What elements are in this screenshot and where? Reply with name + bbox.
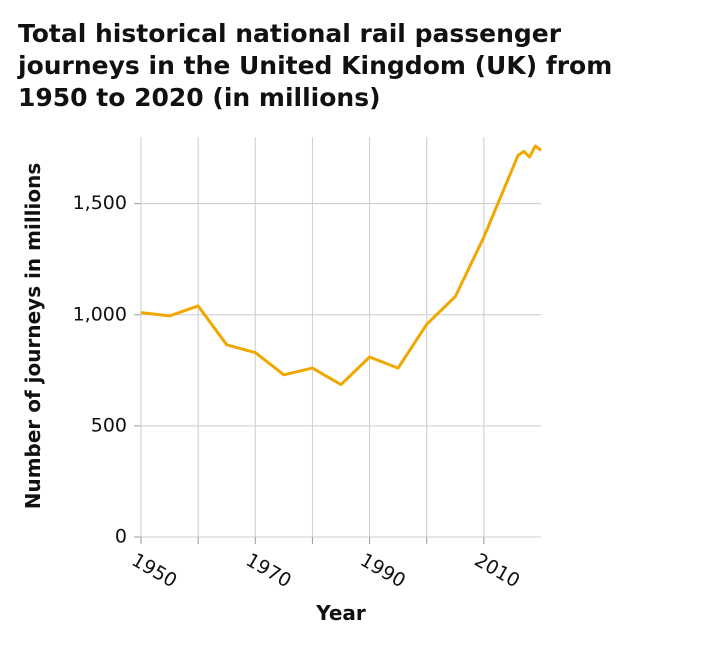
y-tick-label: 1,000 (73, 303, 127, 325)
y-tick-label: 1,500 (73, 192, 127, 214)
y-tick-label: 0 (115, 526, 127, 548)
title-line: journeys in the United Kingdom (UK) from (17, 51, 612, 80)
title-line: Total historical national rail passenger (18, 19, 562, 48)
x-tick-label: 1970 (242, 549, 295, 592)
y-tick-label: 500 (91, 414, 127, 436)
title-line: 1950 to 2020 (in millions) (18, 83, 381, 112)
x-axis-label: Year (315, 601, 366, 625)
x-tick-label: 2010 (471, 549, 524, 592)
x-tick-label: 1950 (128, 549, 181, 592)
line (140, 144, 542, 387)
x-tick-label: 1990 (356, 549, 409, 592)
y-axis-label: Number of journeys in millions (21, 163, 45, 510)
title: Total historical national rail passenger… (17, 19, 612, 112)
